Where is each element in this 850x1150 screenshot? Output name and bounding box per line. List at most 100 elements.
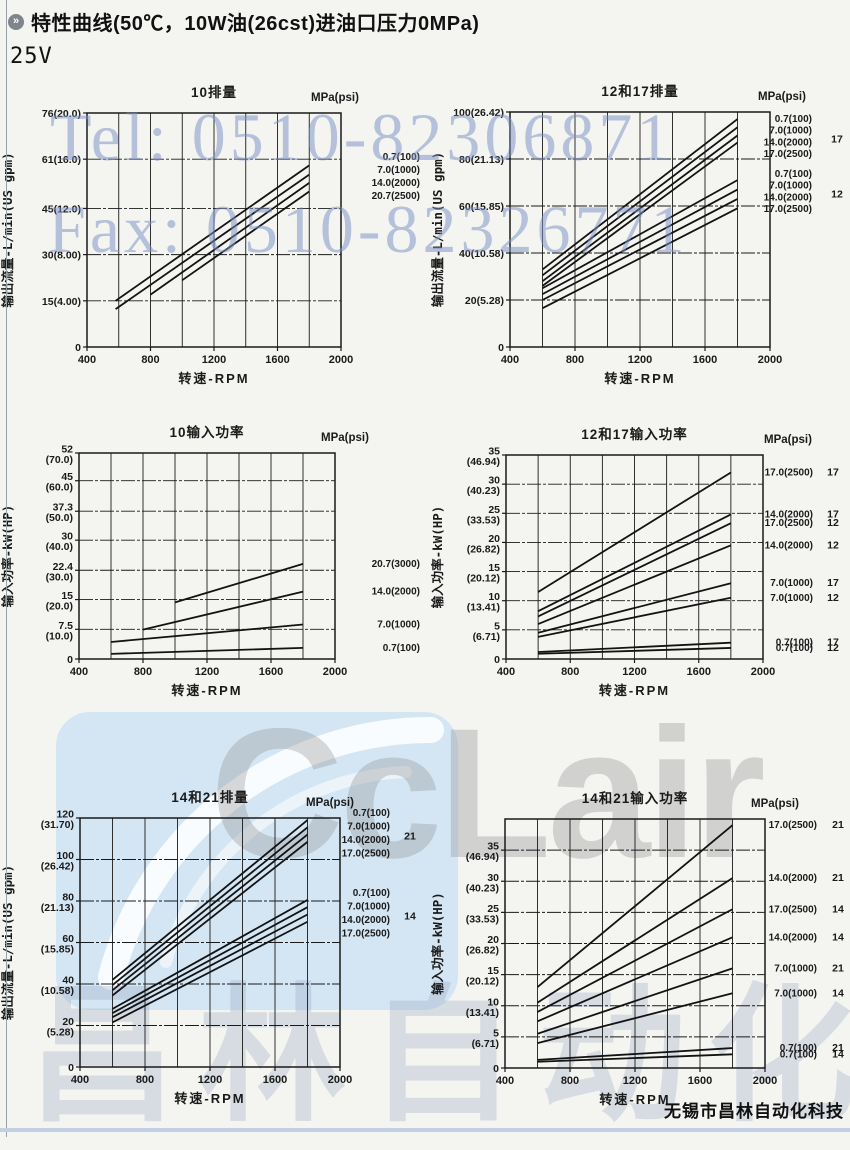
x-tick-label: 800 bbox=[136, 1074, 154, 1086]
x-tick-label: 2000 bbox=[323, 666, 347, 678]
chart-canvas: 52(70.0) 45(60.0) 37.3(50.0) 30(40.0) 22.4(3… bbox=[0, 424, 420, 698]
legend-entry: 14.0(2000) bbox=[372, 587, 420, 598]
legend-entry: 7.0(1000) bbox=[377, 620, 420, 631]
legend-group-label: 17 bbox=[827, 466, 839, 478]
legend-entry: 0.7(100) bbox=[775, 114, 812, 125]
y-tick-label: 30 bbox=[488, 475, 500, 487]
legend-entry: 20.7(3000) bbox=[372, 559, 420, 570]
legend-entry: 14.0(2000) bbox=[342, 835, 390, 846]
legend-entry: 0.7(100) bbox=[776, 643, 813, 654]
y-tick-label: (50.0) bbox=[46, 512, 73, 524]
y-tick-label: 5 bbox=[494, 620, 500, 632]
legend-entry: 17.0(2500) bbox=[764, 149, 812, 160]
series-line-17.0(2500)-21 bbox=[536, 824, 734, 988]
y-tick-label: (26.82) bbox=[466, 945, 499, 957]
legend-entry: 0.7(100) bbox=[383, 152, 420, 163]
y-tick-label: 35 bbox=[488, 446, 500, 458]
legend-entry: 17.0(2500) bbox=[765, 467, 813, 478]
legend-entry: 0.7(100) bbox=[780, 1043, 817, 1054]
y-tick-label: (6.71) bbox=[473, 631, 500, 643]
y-tick-label: (20.0) bbox=[46, 601, 73, 613]
x-tick-label: 800 bbox=[134, 666, 152, 678]
chart-power-12-17: 35 (46.94) 30 (40.23) 25 (33.53) 20 (26.82) 15 (2… bbox=[430, 418, 850, 708]
x-tick-label: 2000 bbox=[751, 666, 775, 678]
series-line-0.7(100) bbox=[110, 647, 304, 655]
legend-entry: 17.0(2500) bbox=[769, 820, 817, 831]
legend-group-label: 17 bbox=[827, 637, 839, 649]
y-tick-label: 30(8.00) bbox=[42, 250, 81, 262]
legend-entry: 7.0(1000) bbox=[774, 988, 817, 999]
series-line-14.0(2000) bbox=[142, 590, 304, 631]
x-tick-label: 2000 bbox=[328, 1074, 352, 1086]
y-tick-label: (26.82) bbox=[467, 543, 500, 555]
legend-entry: 14.0(2000) bbox=[765, 540, 813, 551]
y-axis-label: 输出流量-L/min(US gpm) bbox=[0, 865, 15, 1020]
series-line-14.0(2000) bbox=[149, 182, 310, 296]
x-tick-label: 2000 bbox=[329, 354, 353, 366]
series-line-7.0(1000)-14 bbox=[537, 992, 733, 1044]
x-tick-label: 1600 bbox=[265, 354, 289, 366]
x-tick-label: 1200 bbox=[202, 354, 226, 366]
x-tick-label: 1200 bbox=[622, 666, 646, 678]
legend-entry: 14.0(2000) bbox=[764, 137, 812, 148]
legend-group-label: 21 bbox=[832, 872, 844, 884]
legend-entry: 7.0(1000) bbox=[769, 181, 812, 192]
legend-title: MPa(psi) bbox=[751, 798, 799, 810]
chart-title: 14和21排量 bbox=[171, 789, 249, 805]
y-tick-label: 20 bbox=[62, 1016, 74, 1028]
series-line-0.7(100)-14 bbox=[537, 1053, 733, 1063]
series-line-17.0(2500)-17 bbox=[537, 471, 732, 593]
y-tick-label: 0 bbox=[494, 654, 500, 666]
y-axis-label: 输入功率-kW(HP) bbox=[430, 892, 445, 995]
model-label: 25V bbox=[10, 44, 53, 69]
series-line-0.7(100) bbox=[115, 164, 310, 302]
chart-title: 14和21输入功率 bbox=[582, 790, 689, 806]
bullet-icon: » bbox=[8, 13, 24, 30]
legend-group-label: 12 bbox=[827, 517, 839, 529]
series-line-0.7(100)-12 bbox=[542, 179, 738, 290]
y-tick-label: (10.0) bbox=[46, 630, 73, 642]
x-tick-label: 800 bbox=[561, 666, 579, 678]
legend-group-label: 17 bbox=[827, 577, 839, 589]
y-tick-label: 25 bbox=[487, 903, 499, 915]
x-axis-label: 转速-RPM bbox=[604, 371, 675, 386]
legend-entry: 7.0(1000) bbox=[774, 963, 817, 974]
y-axis-label: 输入功率-kW(HP) bbox=[0, 505, 15, 608]
series-line-20.7(3000) bbox=[174, 563, 304, 604]
legend-entry: 14.0(2000) bbox=[342, 915, 390, 926]
series-line-17.0(2500)-12 bbox=[542, 207, 738, 310]
y-tick-label: 0 bbox=[67, 654, 73, 666]
series-line-7.0(1000)-21 bbox=[537, 967, 733, 1035]
x-tick-label: 2000 bbox=[753, 1075, 777, 1087]
legend-title: MPa(psi) bbox=[321, 432, 369, 444]
legend-group-label: 14 bbox=[832, 903, 844, 915]
y-tick-label: (10.58) bbox=[41, 985, 74, 997]
legend-entry: 0.7(100) bbox=[353, 888, 390, 899]
y-tick-label: (5.28) bbox=[47, 1027, 74, 1039]
series-line-7.0(1000) bbox=[110, 623, 304, 643]
y-tick-label: 20 bbox=[488, 533, 500, 545]
legend-group-label: 12 bbox=[827, 642, 839, 654]
legend-group-label: 17 bbox=[831, 134, 843, 146]
y-tick-label: 10 bbox=[487, 996, 499, 1008]
legend-entry: 17.0(2500) bbox=[769, 904, 817, 915]
series-line-14.0(2000)-17 bbox=[537, 513, 732, 613]
series-line-7.0(1000)-12 bbox=[542, 188, 738, 295]
y-tick-label: (6.71) bbox=[472, 1038, 499, 1050]
y-tick-label: (31.70) bbox=[41, 819, 74, 831]
y-tick-label: 35 bbox=[487, 841, 499, 853]
chart-title: 10排量 bbox=[191, 84, 237, 100]
series-line-7.0(1000)-17 bbox=[537, 582, 732, 634]
series-line-20.7(2500) bbox=[181, 190, 310, 281]
footer-company: 无锡市昌林自动化科技 bbox=[664, 1102, 844, 1121]
series-line-17.0(2500)-17 bbox=[541, 141, 739, 287]
chart-power-14-21: 35 (46.94) 30 (40.23) 25 (33.53) 20 (26.82) 15 (2… bbox=[430, 782, 850, 1112]
chart-title: 10输入功率 bbox=[169, 424, 244, 440]
legend-entry: 7.0(1000) bbox=[770, 578, 813, 589]
y-tick-label: 22.4 bbox=[53, 561, 74, 573]
chart-flow-10: 76(20.0) 61(16.0) 45(12.0) 30(8.00) 15(4.00)… bbox=[0, 78, 430, 393]
y-tick-label: 0 bbox=[493, 1063, 499, 1075]
x-axis-label: 转速-RPM bbox=[178, 371, 249, 386]
page-header: » 特性曲线(50℃，10W油(26cst)进油口压力0MPa) bbox=[8, 7, 479, 36]
legend-entry: 14.0(2000) bbox=[769, 873, 817, 884]
